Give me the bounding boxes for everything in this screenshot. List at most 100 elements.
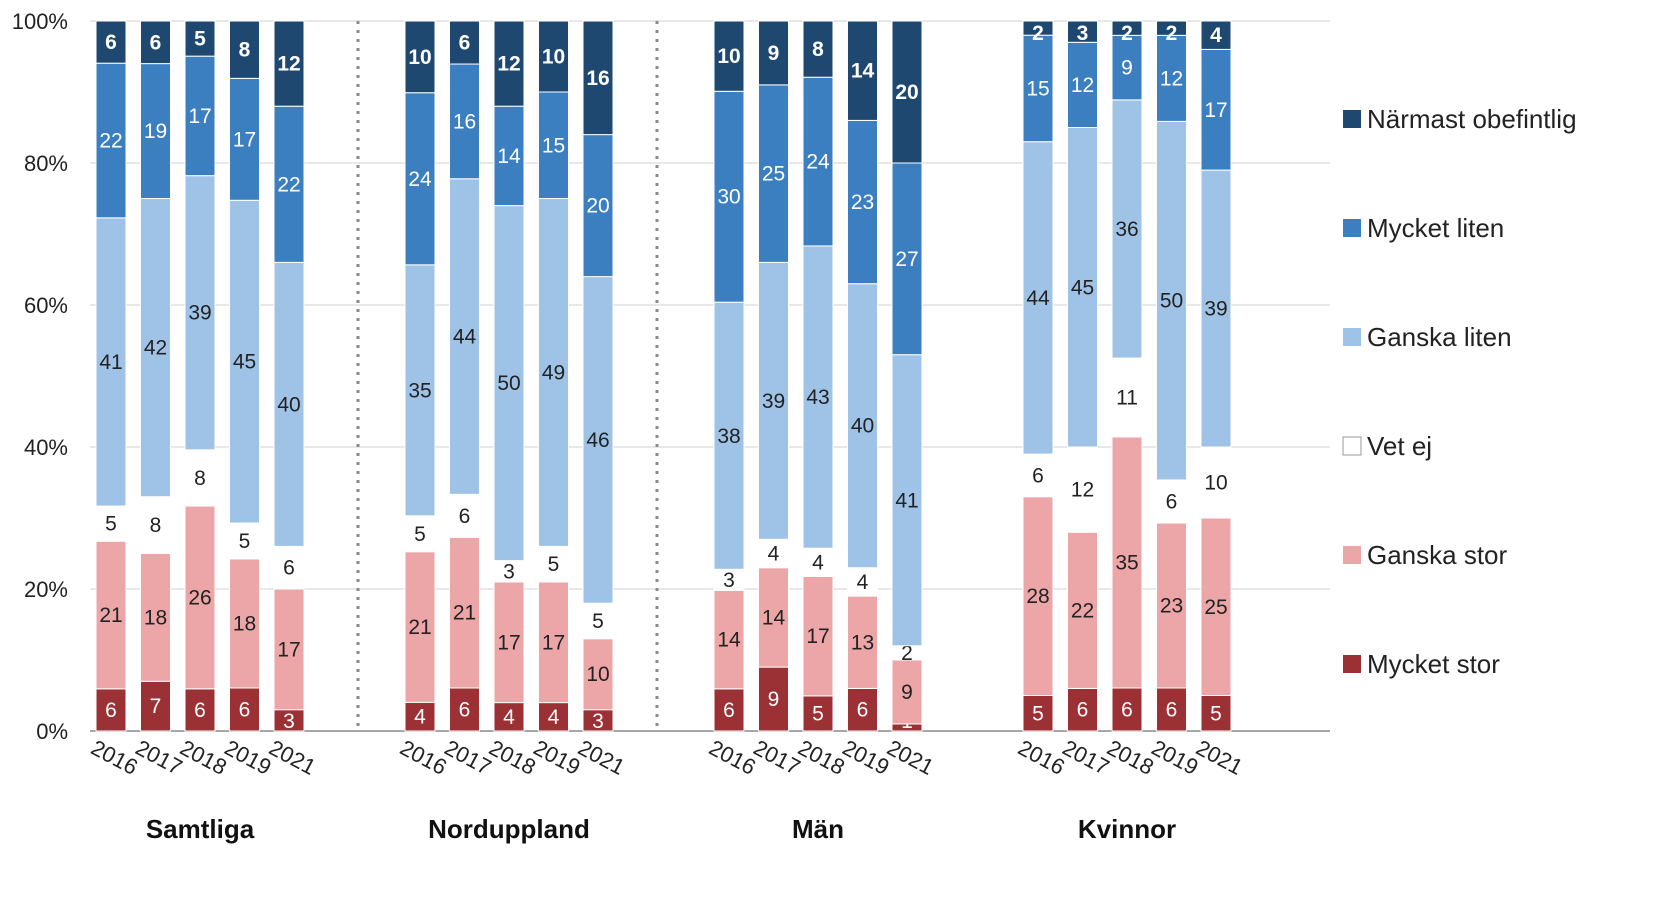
bar-segment bbox=[758, 567, 789, 668]
data-label: 3 bbox=[1077, 22, 1089, 45]
bar-segment bbox=[1022, 20, 1054, 36]
data-label: 41 bbox=[895, 489, 918, 512]
bar-segment bbox=[802, 76, 834, 247]
data-label: 27 bbox=[895, 248, 918, 271]
data-label: 6 bbox=[1166, 491, 1178, 514]
bar-segment bbox=[1200, 169, 1232, 448]
legend-item: Mycket liten bbox=[1343, 213, 1504, 243]
data-label: 9 bbox=[901, 681, 913, 704]
data-label: 8 bbox=[239, 39, 251, 62]
x-tick-label: 2021 bbox=[1192, 735, 1247, 780]
data-label: 18 bbox=[233, 612, 256, 635]
y-tick-label: 0% bbox=[36, 719, 68, 744]
bar-segment bbox=[582, 276, 614, 604]
data-label: 45 bbox=[233, 351, 256, 374]
bar-group: 6143383010914439259517443248613440231419… bbox=[713, 20, 923, 733]
bar-segment bbox=[847, 20, 878, 121]
y-tick-label: 80% bbox=[24, 151, 68, 176]
data-label: 49 bbox=[542, 361, 565, 384]
data-label: 21 bbox=[99, 604, 122, 627]
data-label: 26 bbox=[188, 586, 211, 609]
bar-segment bbox=[713, 688, 745, 732]
data-label: 2 bbox=[1121, 22, 1133, 45]
stacked-bar: 5 28 6 44 15 2 bbox=[1022, 20, 1054, 732]
data-label: 35 bbox=[408, 379, 431, 402]
data-label: 44 bbox=[1026, 287, 1050, 310]
data-label: 38 bbox=[717, 425, 740, 448]
data-label: 6 bbox=[1032, 464, 1044, 487]
legend-item: Vet ej bbox=[1342, 431, 1432, 461]
bar-segment bbox=[273, 105, 305, 263]
data-label: 25 bbox=[762, 163, 785, 186]
data-label: 46 bbox=[586, 429, 609, 452]
data-label: 5 bbox=[105, 513, 117, 536]
x-tick-label: 2021 bbox=[574, 735, 629, 780]
data-label: 4 bbox=[768, 543, 780, 566]
data-label: 7 bbox=[150, 695, 162, 718]
data-label: 41 bbox=[99, 351, 122, 374]
bar-segment bbox=[891, 354, 923, 647]
data-label: 12 bbox=[497, 53, 520, 76]
bar-segment bbox=[95, 20, 127, 64]
legend-label: Vet ej bbox=[1367, 431, 1432, 461]
data-label: 8 bbox=[812, 38, 824, 61]
data-label: 4 bbox=[812, 551, 824, 574]
bar-segment bbox=[273, 545, 305, 590]
data-label: 3 bbox=[503, 560, 515, 583]
bar-segment bbox=[847, 595, 878, 689]
data-label: 19 bbox=[144, 120, 167, 143]
data-label: 5 bbox=[194, 28, 206, 51]
bar-segment bbox=[184, 175, 216, 451]
bar-segment bbox=[1156, 687, 1187, 732]
bar-segment bbox=[184, 688, 216, 732]
bar-segment bbox=[802, 575, 834, 697]
data-label: 8 bbox=[150, 514, 162, 537]
bar-segment bbox=[1067, 127, 1098, 448]
stacked-bar: 6 23 6 50 12 2 bbox=[1156, 20, 1187, 732]
data-label: 50 bbox=[497, 372, 520, 395]
data-label: 45 bbox=[1071, 276, 1094, 299]
bar-group: 6215412267188421966268391756185451783176… bbox=[95, 20, 305, 733]
bar-segment bbox=[1156, 479, 1187, 524]
bar-segment bbox=[1067, 20, 1098, 43]
stacked-bar: 6 14 3 38 30 10 bbox=[713, 20, 745, 732]
data-label: 2 bbox=[901, 642, 913, 665]
data-label: 30 bbox=[717, 186, 740, 209]
data-label: 14 bbox=[717, 629, 741, 652]
bar-segment bbox=[1067, 687, 1098, 732]
data-label: 10 bbox=[1204, 472, 1227, 495]
legend-label: Ganska stor bbox=[1367, 540, 1508, 570]
data-label: 39 bbox=[1204, 298, 1227, 321]
data-label: 39 bbox=[762, 390, 785, 413]
data-label: 25 bbox=[1204, 596, 1227, 619]
stacked-bar: 5 25 10 39 17 4 bbox=[1200, 20, 1232, 732]
data-label: 11 bbox=[1116, 387, 1138, 410]
data-label: 6 bbox=[283, 557, 295, 580]
data-label: 18 bbox=[144, 606, 167, 629]
data-label: 3 bbox=[723, 569, 735, 592]
data-label: 35 bbox=[1115, 551, 1138, 574]
data-label: 24 bbox=[806, 151, 830, 174]
bar-segment bbox=[493, 105, 525, 207]
data-label: 6 bbox=[857, 699, 869, 722]
data-label: 6 bbox=[459, 505, 471, 528]
bar-segment bbox=[802, 695, 834, 732]
data-label: 6 bbox=[1121, 698, 1133, 721]
bar-segment bbox=[713, 20, 745, 92]
bar-segment bbox=[404, 264, 436, 517]
data-label: 4 bbox=[414, 706, 426, 729]
bar-segment bbox=[493, 205, 525, 562]
stacked-bar: 9 14 4 39 25 9 bbox=[758, 20, 789, 732]
data-label: 12 bbox=[1071, 74, 1094, 97]
bar-segment bbox=[449, 178, 480, 495]
data-label: 4 bbox=[857, 571, 869, 594]
data-label: 5 bbox=[239, 530, 251, 553]
legend-label: Närmast obefintlig bbox=[1367, 104, 1577, 134]
legend-label: Mycket liten bbox=[1367, 213, 1504, 243]
data-label: 4 bbox=[503, 706, 515, 729]
bar-segment bbox=[229, 558, 260, 689]
data-label: 9 bbox=[768, 42, 780, 65]
data-label: 5 bbox=[548, 553, 560, 576]
